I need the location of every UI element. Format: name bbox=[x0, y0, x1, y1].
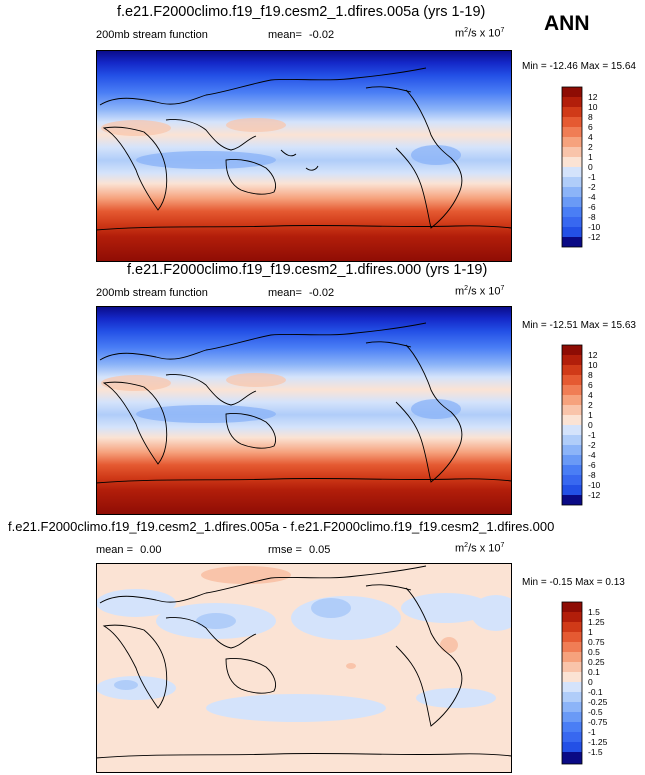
panel2-variable: 200mb stream function bbox=[96, 287, 208, 299]
cb2-label-12: -8 bbox=[588, 470, 596, 480]
cb2-label-1: 10 bbox=[588, 360, 598, 370]
panel1-minmax: Min = -12.46 Max = 15.64 bbox=[522, 61, 636, 72]
cb2-label-0: 12 bbox=[588, 350, 598, 360]
panel2-title: f.e21.F2000climo.f19_f19.cesm2_1.dfires.… bbox=[127, 262, 488, 278]
panel1-units: m2/s x 107 bbox=[455, 27, 505, 40]
panel2-colorbar-swatches bbox=[562, 345, 582, 505]
cb3-label-7: 0 bbox=[588, 677, 593, 687]
cb2-label-11: -6 bbox=[588, 460, 596, 470]
panel1-map bbox=[96, 50, 512, 262]
cb3-label-13: -1.25 bbox=[588, 737, 608, 747]
cb3-label-4: 0.5 bbox=[588, 647, 600, 657]
cb2-label-4: 4 bbox=[588, 390, 593, 400]
panel2-units: m2/s x 107 bbox=[455, 285, 505, 298]
cb2-label-6: 1 bbox=[588, 410, 593, 420]
cb3-label-11: -0.75 bbox=[588, 717, 608, 727]
cb2-label-5: 2 bbox=[588, 400, 593, 410]
panel1-variable: 200mb stream function bbox=[96, 29, 208, 41]
panel2-colorbar: 12 10 8 6 4 2 1 0 -1 -2 -4 -6 -8 -10 -12 bbox=[561, 344, 601, 506]
cb2-label-8: -1 bbox=[588, 430, 596, 440]
panel3-coastlines bbox=[96, 565, 512, 759]
panel1-colorbar: 12 10 8 6 4 2 1 0 -1 -2 -4 -6 -8 -10 -12 bbox=[561, 86, 601, 248]
panel2-mean-label: mean= bbox=[268, 287, 302, 299]
panel3-minmax: Min = -0.15 Max = 0.13 bbox=[522, 577, 625, 588]
cb3-label-14: -1.5 bbox=[588, 747, 603, 757]
cb2-label-9: -2 bbox=[588, 440, 596, 450]
panel3-title: f.e21.F2000climo.f19_f19.cesm2_1.dfires.… bbox=[8, 519, 555, 534]
cb1-label-0: 12 bbox=[588, 92, 598, 102]
cb1-label-6: 1 bbox=[588, 152, 593, 162]
cb1-label-9: -2 bbox=[588, 182, 596, 192]
cb3-label-10: -0.5 bbox=[588, 707, 603, 717]
cb3-label-8: -0.1 bbox=[588, 687, 603, 697]
cb2-label-2: 8 bbox=[588, 370, 593, 380]
cb2-label-3: 6 bbox=[588, 380, 593, 390]
panel1-colorbar-swatches bbox=[562, 87, 582, 247]
cb1-label-12: -8 bbox=[588, 212, 596, 222]
panel3-units: m2/s x 107 bbox=[455, 542, 505, 555]
panel1-mean-label: mean= bbox=[268, 29, 302, 41]
cb2-label-7: 0 bbox=[588, 420, 593, 430]
panel3-rmse: rmse = 0.05 bbox=[268, 544, 330, 556]
cb2-label-10: -4 bbox=[588, 450, 596, 460]
cb2-label-13: -10 bbox=[588, 480, 601, 490]
panel2-minmax: Min = -12.51 Max = 15.63 bbox=[522, 320, 636, 331]
cb3-label-2: 1 bbox=[588, 627, 593, 637]
cb1-label-1: 10 bbox=[588, 102, 598, 112]
cb1-label-5: 2 bbox=[588, 142, 593, 152]
cb3-label-1: 1.25 bbox=[588, 617, 605, 627]
cb1-label-3: 6 bbox=[588, 122, 593, 132]
cb1-label-2: 8 bbox=[588, 112, 593, 122]
cb1-label-10: -4 bbox=[588, 192, 596, 202]
cb1-label-7: 0 bbox=[588, 162, 593, 172]
panel2-coastlines bbox=[96, 322, 512, 484]
panel3-map bbox=[96, 563, 512, 773]
cb1-label-14: -12 bbox=[588, 232, 601, 242]
cb3-label-6: 0.1 bbox=[588, 667, 600, 677]
panel1-coastlines bbox=[96, 67, 512, 231]
panel1-mean: mean= -0.02 bbox=[268, 29, 334, 41]
panel3-rmse-value: 0.05 bbox=[309, 544, 331, 556]
panel2-mean-value: -0.02 bbox=[309, 287, 335, 299]
panel1-colorbar-labels: 12 10 8 6 4 2 1 0 -1 -2 -4 -6 -8 -10 -12 bbox=[588, 92, 601, 242]
cb1-label-11: -6 bbox=[588, 202, 596, 212]
cb1-label-8: -1 bbox=[588, 172, 596, 182]
cb3-label-3: 0.75 bbox=[588, 637, 605, 647]
panel3-mean-value: 0.00 bbox=[140, 544, 162, 556]
cb1-label-4: 4 bbox=[588, 132, 593, 142]
cb3-label-12: -1 bbox=[588, 727, 596, 737]
cb3-label-5: 0.25 bbox=[588, 657, 605, 667]
cb3-label-0: 1.5 bbox=[588, 607, 600, 617]
cb2-label-14: -12 bbox=[588, 490, 601, 500]
panel2-map bbox=[96, 306, 512, 515]
cb3-label-9: -0.25 bbox=[588, 697, 608, 707]
panel3-mean: mean = 0.00 bbox=[96, 544, 161, 556]
panel1-mean-value: -0.02 bbox=[309, 29, 335, 41]
panel3-mean-label: mean = bbox=[96, 544, 133, 556]
panel1-title: f.e21.F2000climo.f19_f19.cesm2_1.dfires.… bbox=[117, 4, 486, 20]
cb1-label-13: -10 bbox=[588, 222, 601, 232]
panel2-colorbar-labels: 12 10 8 6 4 2 1 0 -1 -2 -4 -6 -8 -10 -12 bbox=[588, 350, 601, 500]
panel3-colorbar: 1.5 1.25 1 0.75 0.5 0.25 0.1 0 -0.1 -0.2… bbox=[561, 601, 608, 765]
panel2-mean: mean= -0.02 bbox=[268, 287, 334, 299]
panel3-rmse-label: rmse = bbox=[268, 544, 302, 556]
panel3-colorbar-labels: 1.5 1.25 1 0.75 0.5 0.25 0.1 0 -0.1 -0.2… bbox=[588, 607, 608, 757]
panel3-colorbar-swatches bbox=[562, 602, 582, 764]
season-label: ANN bbox=[544, 12, 590, 35]
